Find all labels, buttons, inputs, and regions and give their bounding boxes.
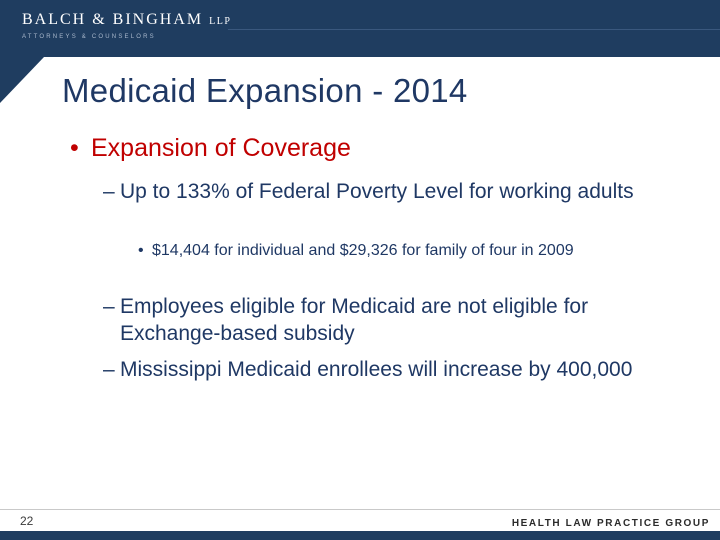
subbullet-mississippi-enrollees: – Mississippi Medicaid enrollees will in… <box>103 356 675 383</box>
bullet-dash-marker: – <box>103 358 115 381</box>
subbullet-employees-eligible: – Employees eligible for Medicaid are no… <box>103 293 675 348</box>
logo-tagline: ATTORNEYS & COUNSELORS <box>22 34 156 40</box>
subbullet-text: Mississippi Medicaid enrollees will incr… <box>120 358 633 381</box>
bullet-text: Expansion of Coverage <box>91 134 351 162</box>
footer-divider <box>0 509 720 510</box>
bottom-bar-decoration <box>0 531 720 540</box>
logo-text: BALCH & BINGHAM <box>22 11 204 28</box>
firm-logo: BALCH & BINGHAM LLP ATTORNEYS & COUNSELOR… <box>22 11 232 41</box>
bullet-dot-marker: • <box>70 134 79 162</box>
bullet-dash-marker: – <box>103 295 115 318</box>
logo-suffix: LLP <box>209 16 232 27</box>
subbullet-text: Up to 133% of Federal Poverty Level for … <box>120 180 634 203</box>
slide-title: Medicaid Expansion - 2014 <box>62 72 468 109</box>
page-number: 22 <box>20 514 34 528</box>
practice-group-label: HEALTH LAW PRACTICE GROUP <box>511 518 710 529</box>
subbullet-federal-poverty-level: – Up to 133% of Federal Poverty Level fo… <box>103 178 645 205</box>
header-bar: BALCH & BINGHAM LLP ATTORNEYS & COUNSELOR… <box>0 0 720 57</box>
subbullet-text: Employees eligible for Medicaid are not … <box>120 295 589 346</box>
bullet-dash-marker: – <box>103 180 115 203</box>
header-accent-line <box>228 29 720 30</box>
bullet-dot-marker: • <box>138 242 144 259</box>
detail-bullet-text: $14,404 for individual and $29,326 for f… <box>152 242 574 259</box>
detail-bullet-dollar-amounts: • $14,404 for individual and $29,326 for… <box>138 241 612 262</box>
bullet-expansion-of-coverage: • Expansion of Coverage <box>70 133 351 163</box>
corner-wedge-decoration <box>0 57 44 103</box>
